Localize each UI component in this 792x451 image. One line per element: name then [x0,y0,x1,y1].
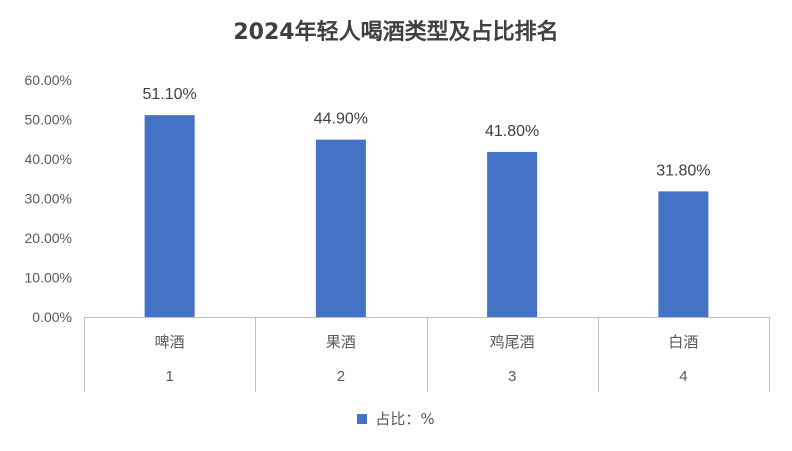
x-tick-label: 果酒 [326,334,356,351]
x-rank-label: 3 [508,368,516,385]
x-tick-label: 鸡尾酒 [490,334,535,351]
x-tick-label: 白酒 [668,334,698,351]
y-tick-label: 10.00% [25,270,72,286]
data-label: 31.80% [656,162,710,179]
data-label: 41.80% [485,123,539,140]
y-tick-label: 0.00% [32,309,72,325]
legend-label: 占比：% [375,410,435,428]
bar [315,139,366,317]
data-label: 44.90% [314,111,368,128]
x-rank-label: 4 [679,368,687,385]
y-tick-label: 50.00% [25,112,72,128]
y-tick-label: 40.00% [25,151,72,167]
y-tick-label: 60.00% [25,72,72,88]
y-tick-label: 20.00% [25,230,72,246]
x-rank-label: 2 [337,368,345,385]
legend: 占比：% [0,408,792,429]
y-tick-label: 30.00% [25,191,72,207]
bar [658,191,709,317]
data-label: 51.10% [142,86,196,103]
x-tick-label: 啤酒 [155,334,185,351]
x-rank-label: 1 [165,368,173,385]
bar [144,115,195,317]
chart-title: 2024年轻人喝酒类型及占比排名 [233,20,559,45]
legend-swatch [357,413,368,424]
bar [487,151,538,317]
